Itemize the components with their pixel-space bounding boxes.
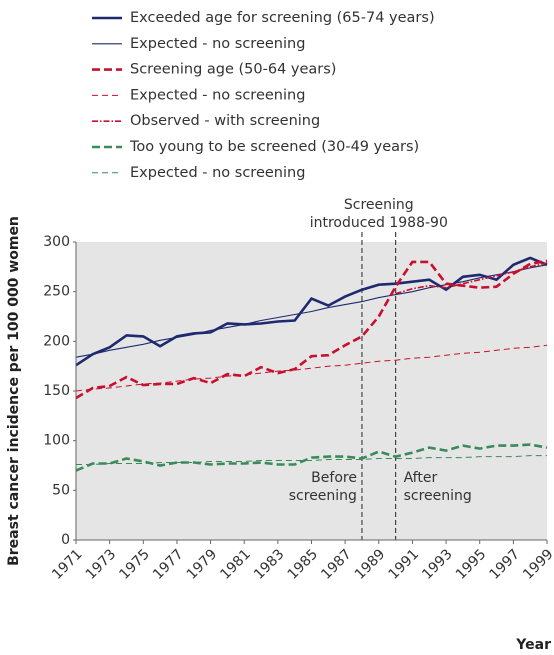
annotation: After (404, 470, 438, 486)
x-tick-label: 1977 (150, 546, 187, 583)
series-line (395, 262, 548, 295)
x-tick-label: 1991 (386, 546, 423, 583)
annotation: introduced 1988-90 (310, 215, 448, 231)
x-tick-label: 1999 (520, 546, 554, 583)
x-tick-label: 1987 (318, 546, 355, 583)
legend-label: Expected - no screening (130, 165, 305, 181)
y-tick-label: 250 (43, 284, 70, 300)
x-tick-label: 1985 (285, 546, 322, 583)
series-line (75, 259, 548, 400)
legend-label: Screening age (50-64 years) (130, 62, 336, 78)
legend-label: Observed - with screening (130, 113, 320, 129)
x-tick-label: 1995 (453, 546, 490, 583)
series-line (75, 264, 548, 358)
x-axis-label: Year (515, 637, 551, 653)
series-line (75, 256, 548, 367)
legend-label: Exceeded age for screening (65-74 years) (130, 10, 435, 26)
annotation: screening (404, 488, 472, 504)
x-tick-label: 1971 (49, 546, 86, 583)
x-tick-label: 1989 (352, 546, 389, 583)
x-tick-label: 1975 (116, 546, 153, 583)
x-tick-label: 1993 (419, 546, 456, 583)
annotation: screening (289, 488, 357, 504)
legend-label: Too young to be screened (30-49 years) (129, 139, 419, 155)
y-tick-label: 150 (43, 383, 70, 399)
y-tick-label: 100 (43, 433, 70, 449)
annotation: Screening (344, 197, 414, 213)
plot-background (76, 242, 547, 540)
x-tick-label: 1983 (251, 546, 288, 583)
y-tick-label: 200 (43, 333, 70, 349)
y-tick-label: 0 (61, 532, 70, 548)
y-tick-label: 50 (52, 482, 70, 498)
legend-label: Expected - no screening (130, 36, 305, 52)
x-tick-label: 1981 (217, 546, 254, 583)
x-tick-label: 1979 (184, 546, 221, 583)
annotation: Before (311, 470, 357, 486)
series-line (75, 443, 548, 472)
x-tick-label: 1973 (83, 546, 120, 583)
x-tick-label: 1997 (486, 546, 523, 583)
series-line (76, 455, 547, 465)
y-tick-label: 300 (43, 234, 70, 250)
legend-label: Expected - no screening (130, 87, 305, 103)
series-line (75, 344, 548, 392)
y-axis-label: Breast cancer incidence per 100 000 wome… (6, 216, 22, 566)
